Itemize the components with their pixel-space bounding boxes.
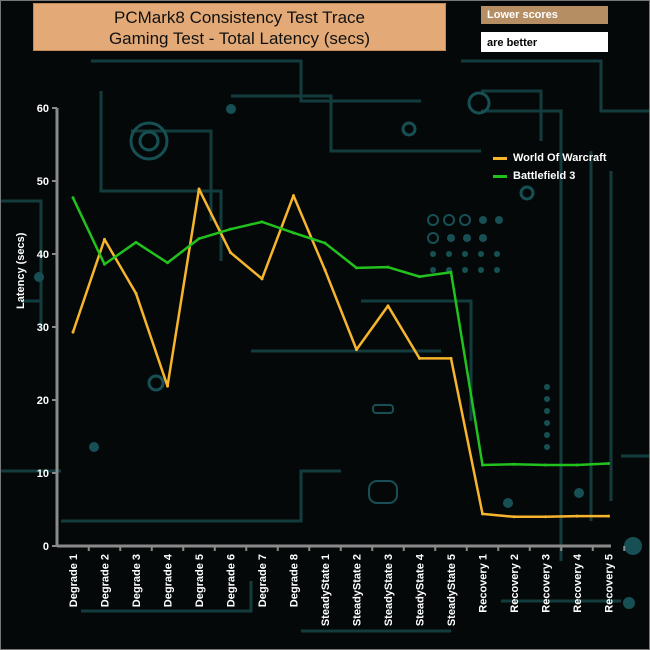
x-tick-label-10: SteadyState 3 xyxy=(383,554,395,626)
series-0-point-15 xyxy=(544,515,547,519)
series-0-point-5 xyxy=(229,251,232,255)
x-tick-label-6: Degrade 7 xyxy=(257,554,269,607)
series-1-point-6 xyxy=(260,220,264,224)
y-tick-label-20: 20 xyxy=(37,395,49,407)
series-1-point-11 xyxy=(418,275,421,279)
series-0-point-16 xyxy=(575,514,579,518)
series-1-point-13 xyxy=(481,463,484,467)
series-1-point-14 xyxy=(512,462,516,466)
series-1-point-9 xyxy=(355,266,358,270)
series-1-point-2 xyxy=(134,240,138,244)
series-1-point-15 xyxy=(544,463,547,467)
series-0-point-10 xyxy=(386,304,390,308)
x-tick-label-16: Recovery 4 xyxy=(572,553,584,613)
legend-label-wow: World Of Warcraft xyxy=(513,152,607,164)
series-0-point-3 xyxy=(166,384,169,388)
series-1-point-16 xyxy=(575,463,579,467)
series-0-point-13 xyxy=(481,512,484,516)
series-line-1 xyxy=(71,197,609,467)
y-tick-label-50: 50 xyxy=(37,176,49,188)
note-lower-scores: Lower scores xyxy=(481,6,608,24)
series-0-point-12 xyxy=(449,356,453,360)
series-1-point-8 xyxy=(323,241,327,245)
x-tick-label-14: Recovery 2 xyxy=(509,554,521,613)
series-0-point-7 xyxy=(292,194,295,198)
x-tick-label-4: Degrade 5 xyxy=(194,554,206,607)
series-0-point-17 xyxy=(607,514,610,518)
series-0-point-6 xyxy=(260,277,264,281)
series-0-point-0 xyxy=(71,330,75,334)
y-tick-label-60: 60 xyxy=(37,103,49,115)
series-0-point-14 xyxy=(512,515,516,519)
title-line-2: Gaming Test - Total Latency (secs) xyxy=(108,29,371,48)
series-0-point-2 xyxy=(134,291,138,295)
x-tick-label-12: SteadyState 5 xyxy=(446,554,458,626)
x-tick-label-3: Degrade 4 xyxy=(163,553,175,607)
series-line-0 xyxy=(71,187,609,519)
series-1-point-3 xyxy=(166,261,169,265)
legend-item-world-of-warcraft: World Of Warcraft xyxy=(493,149,607,167)
x-tick-label-9: SteadyState 2 xyxy=(352,554,364,626)
legend-swatch-wow xyxy=(493,156,507,160)
series-1-point-1 xyxy=(103,262,106,266)
x-tick-label-13: Recovery 1 xyxy=(478,554,490,613)
series-1-point-5 xyxy=(229,227,232,231)
series-1-point-4 xyxy=(197,237,201,241)
legend-swatch-bf3 xyxy=(493,174,507,178)
x-tick-label-0: Degrade 1 xyxy=(68,554,80,607)
series-1-point-0 xyxy=(71,196,75,200)
x-tick-label-15: Recovery 3 xyxy=(541,554,553,613)
y-tick-label-0: 0 xyxy=(43,541,49,553)
x-tick-label-1: Degrade 2 xyxy=(100,554,112,607)
chart-title: PCMark8 Consistency Test Trace Gaming Te… xyxy=(33,3,446,51)
y-tick-label-30: 30 xyxy=(37,322,49,334)
series-0-point-9 xyxy=(355,348,358,352)
series-1-point-12 xyxy=(449,270,453,274)
x-tick-label-5: Degrade 6 xyxy=(226,554,238,607)
x-tick-label-11: SteadyState 4 xyxy=(415,553,427,626)
note-are-better: are better xyxy=(481,32,608,52)
x-tick-label-8: SteadyState 1 xyxy=(320,554,332,626)
series-0-point-11 xyxy=(418,356,421,360)
series-0-point-8 xyxy=(323,268,327,272)
y-tick-label-40: 40 xyxy=(37,249,49,261)
x-tick-label-17: Recovery 5 xyxy=(604,554,616,613)
y-tick-label-10: 10 xyxy=(37,468,49,480)
x-tick-label-2: Degrade 3 xyxy=(131,554,143,607)
y-axis-label: Latency (secs) xyxy=(15,232,27,309)
legend: World Of Warcraft Battlefield 3 xyxy=(493,149,607,185)
legend-item-battlefield-3: Battlefield 3 xyxy=(493,167,607,185)
title-line-1: PCMark8 Consistency Test Trace xyxy=(114,8,365,27)
series-1-point-7 xyxy=(292,231,295,235)
series-0-point-1 xyxy=(103,237,106,241)
series-1-point-10 xyxy=(386,265,390,269)
series-0-point-4 xyxy=(197,187,201,191)
legend-label-bf3: Battlefield 3 xyxy=(513,170,576,182)
series-1-point-17 xyxy=(607,462,610,466)
x-tick-label-7: Degrade 8 xyxy=(289,554,301,607)
